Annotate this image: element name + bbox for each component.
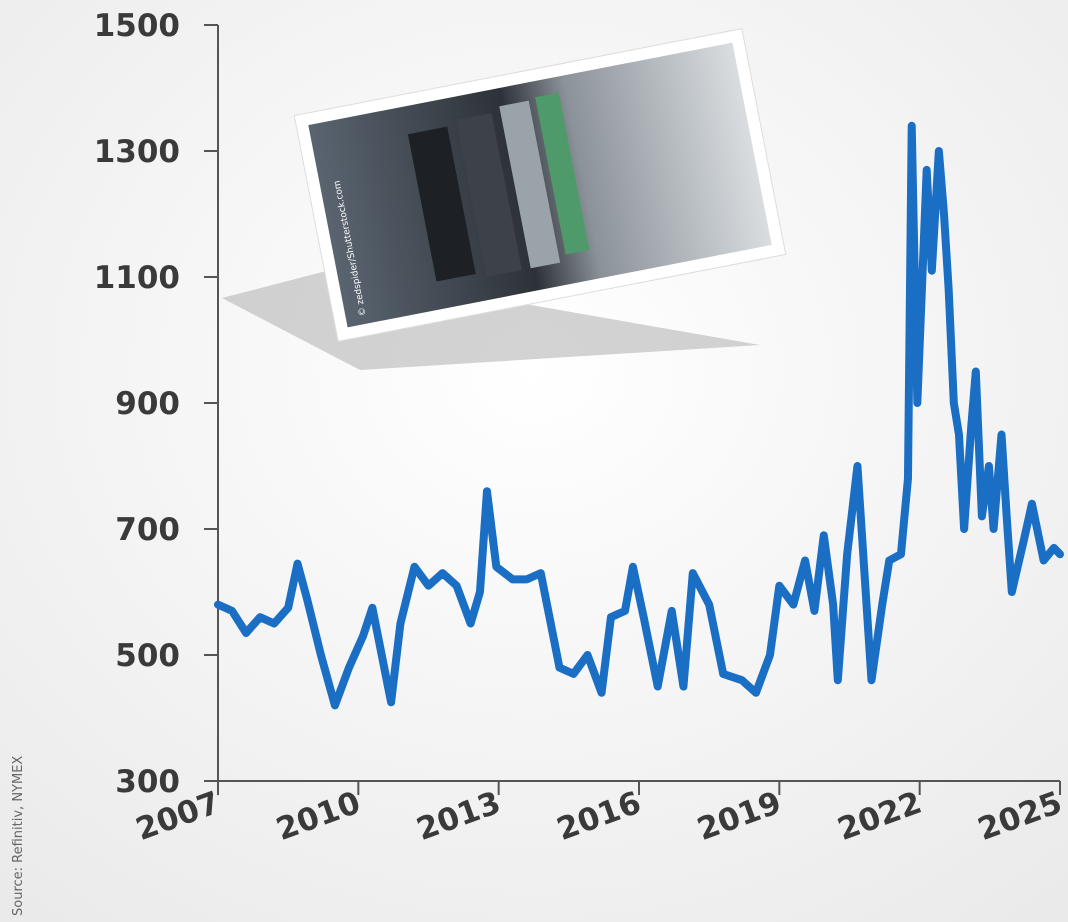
y-tick-label: 900	[115, 386, 180, 422]
y-tick-label: 1500	[94, 8, 180, 44]
y-tick-label: 300	[115, 764, 180, 800]
y-tick-label: 700	[115, 512, 180, 548]
page: © zedspider/Shutterstock.com Source: Ref…	[0, 0, 1068, 922]
y-tick-label: 500	[115, 638, 180, 674]
y-tick-label: 1100	[94, 260, 180, 296]
chart: © zedspider/Shutterstock.com Source: Ref…	[0, 0, 1068, 922]
y-tick-label: 1300	[94, 134, 180, 170]
source: Source: Refinitiv, NYMEX	[11, 756, 26, 916]
